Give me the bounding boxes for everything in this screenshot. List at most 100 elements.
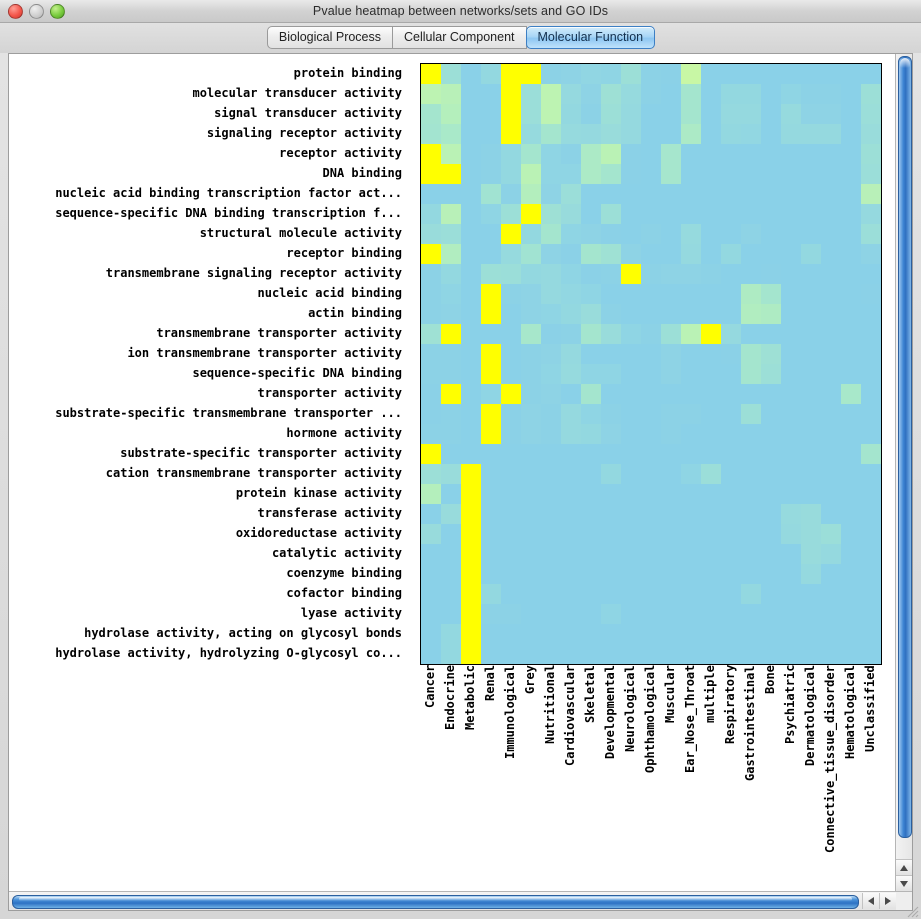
heatmap-cell[interactable]: [761, 344, 781, 364]
heatmap-cell[interactable]: [721, 564, 741, 584]
heatmap-cell[interactable]: [561, 564, 581, 584]
heatmap-cell[interactable]: [601, 164, 621, 184]
heatmap-cell[interactable]: [541, 84, 561, 104]
heatmap-cell[interactable]: [421, 424, 441, 444]
heatmap-cell[interactable]: [641, 184, 661, 204]
heatmap-cell[interactable]: [501, 624, 521, 644]
heatmap-cell[interactable]: [701, 144, 721, 164]
heatmap-cell[interactable]: [761, 464, 781, 484]
heatmap-cell[interactable]: [621, 264, 641, 284]
heatmap-cell[interactable]: [621, 404, 641, 424]
heatmap-cell[interactable]: [621, 584, 641, 604]
heatmap-cell[interactable]: [621, 564, 641, 584]
heatmap-cell[interactable]: [761, 504, 781, 524]
heatmap-cell[interactable]: [521, 304, 541, 324]
heatmap-cell[interactable]: [741, 644, 761, 664]
heatmap-cell[interactable]: [861, 164, 881, 184]
heatmap-cell[interactable]: [601, 444, 621, 464]
heatmap-cell[interactable]: [421, 404, 441, 424]
heatmap-cell[interactable]: [481, 484, 501, 504]
heatmap-cell[interactable]: [681, 384, 701, 404]
heatmap-cell[interactable]: [421, 464, 441, 484]
heatmap-cell[interactable]: [861, 424, 881, 444]
heatmap-cell[interactable]: [681, 204, 701, 224]
heatmap-cell[interactable]: [661, 604, 681, 624]
heatmap-cell[interactable]: [801, 524, 821, 544]
heatmap-cell[interactable]: [601, 144, 621, 164]
heatmap-cell[interactable]: [741, 184, 761, 204]
heatmap-cell[interactable]: [481, 64, 501, 84]
heatmap-cell[interactable]: [441, 324, 461, 344]
heatmap-cell[interactable]: [501, 584, 521, 604]
heatmap-cell[interactable]: [421, 624, 441, 644]
heatmap-cell[interactable]: [761, 204, 781, 224]
heatmap-cell[interactable]: [441, 604, 461, 624]
heatmap-cell[interactable]: [661, 524, 681, 544]
heatmap-cell[interactable]: [521, 144, 541, 164]
heatmap-cell[interactable]: [681, 64, 701, 84]
heatmap-cell[interactable]: [541, 364, 561, 384]
heatmap-cell[interactable]: [441, 424, 461, 444]
heatmap-cell[interactable]: [741, 224, 761, 244]
heatmap-cell[interactable]: [821, 264, 841, 284]
heatmap-cell[interactable]: [801, 124, 821, 144]
heatmap-cell[interactable]: [701, 564, 721, 584]
heatmap-cell[interactable]: [741, 424, 761, 444]
heatmap-cell[interactable]: [421, 604, 441, 624]
heatmap-cell[interactable]: [701, 644, 721, 664]
heatmap-cell[interactable]: [581, 624, 601, 644]
heatmap-cell[interactable]: [861, 304, 881, 324]
heatmap-cell[interactable]: [821, 584, 841, 604]
heatmap-cell[interactable]: [821, 364, 841, 384]
heatmap-cell[interactable]: [421, 84, 441, 104]
heatmap-cell[interactable]: [461, 264, 481, 284]
heatmap-cell[interactable]: [501, 444, 521, 464]
heatmap-cell[interactable]: [621, 184, 641, 204]
heatmap-cell[interactable]: [741, 464, 761, 484]
heatmap-cell[interactable]: [821, 64, 841, 84]
heatmap-cell[interactable]: [681, 584, 701, 604]
heatmap-cell[interactable]: [661, 124, 681, 144]
heatmap-cell[interactable]: [541, 384, 561, 404]
scroll-left-button[interactable]: [862, 893, 879, 909]
heatmap-cell[interactable]: [541, 204, 561, 224]
heatmap-cell[interactable]: [841, 524, 861, 544]
heatmap-cell[interactable]: [621, 84, 641, 104]
heatmap-cell[interactable]: [841, 224, 861, 244]
heatmap-cell[interactable]: [661, 344, 681, 364]
heatmap-cell[interactable]: [481, 144, 501, 164]
heatmap-cell[interactable]: [681, 184, 701, 204]
heatmap-cell[interactable]: [441, 564, 461, 584]
heatmap-cell[interactable]: [781, 404, 801, 424]
heatmap-cell[interactable]: [721, 484, 741, 504]
heatmap-cell[interactable]: [481, 84, 501, 104]
heatmap-cell[interactable]: [641, 224, 661, 244]
heatmap-cell[interactable]: [541, 524, 561, 544]
heatmap-cell[interactable]: [801, 244, 821, 264]
heatmap-cell[interactable]: [521, 624, 541, 644]
heatmap-cell[interactable]: [801, 564, 821, 584]
heatmap-cell[interactable]: [481, 444, 501, 464]
heatmap-cell[interactable]: [541, 324, 561, 344]
heatmap-cell[interactable]: [661, 364, 681, 384]
heatmap-cell[interactable]: [601, 284, 621, 304]
heatmap-cell[interactable]: [861, 184, 881, 204]
heatmap-cell[interactable]: [801, 404, 821, 424]
heatmap-cell[interactable]: [541, 424, 561, 444]
heatmap-cell[interactable]: [561, 484, 581, 504]
heatmap-cell[interactable]: [521, 284, 541, 304]
heatmap-cell[interactable]: [701, 404, 721, 424]
heatmap-cell[interactable]: [681, 84, 701, 104]
heatmap-cell[interactable]: [761, 584, 781, 604]
heatmap-cell[interactable]: [521, 384, 541, 404]
heatmap-cell[interactable]: [521, 604, 541, 624]
heatmap-cell[interactable]: [561, 544, 581, 564]
heatmap-cell[interactable]: [801, 164, 821, 184]
heatmap-cell[interactable]: [701, 204, 721, 224]
heatmap-cell[interactable]: [621, 324, 641, 344]
heatmap-cell[interactable]: [701, 544, 721, 564]
heatmap-cell[interactable]: [421, 324, 441, 344]
heatmap-cell[interactable]: [461, 144, 481, 164]
heatmap-cell[interactable]: [821, 304, 841, 324]
heatmap-cell[interactable]: [541, 604, 561, 624]
